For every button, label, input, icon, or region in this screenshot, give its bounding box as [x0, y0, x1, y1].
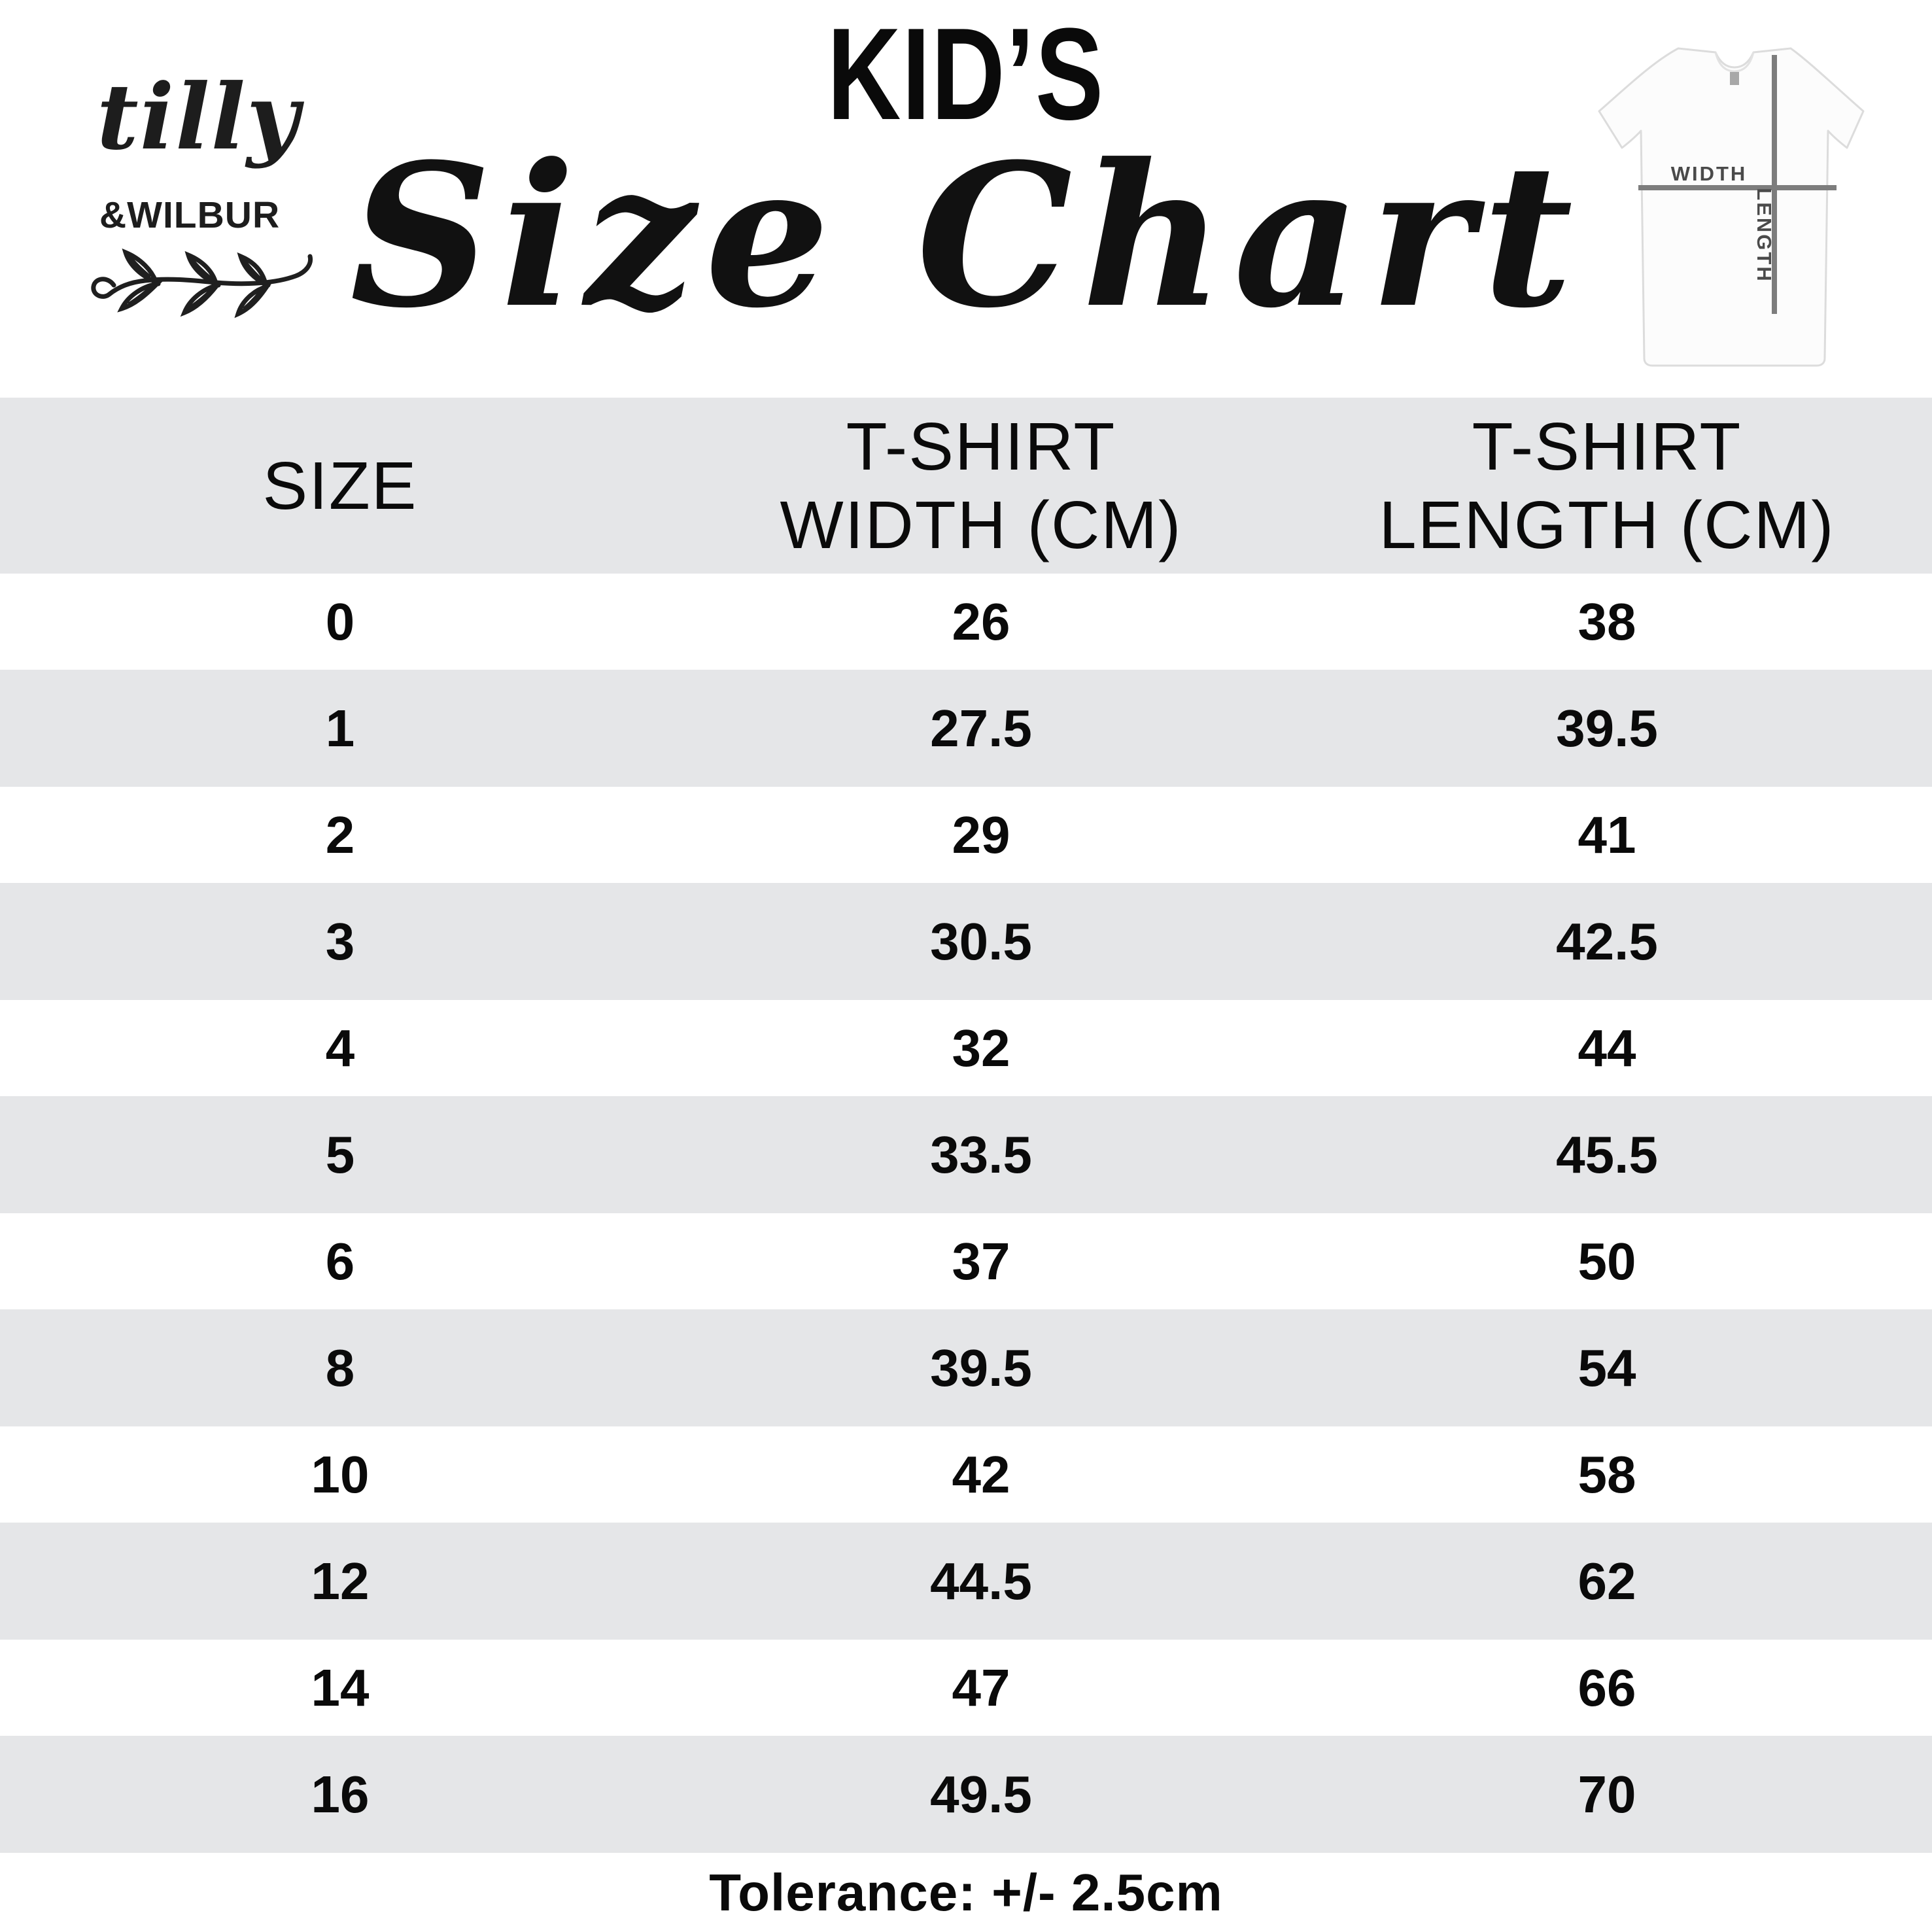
- width-label: WIDTH: [1671, 162, 1748, 185]
- size-cell: 16: [311, 1765, 370, 1823]
- length-cell: 45.5: [1556, 1125, 1658, 1184]
- table-row: 3 30.5 42.5: [0, 883, 1932, 1000]
- length-cell: 38: [1578, 592, 1636, 651]
- size-cell: 0: [325, 592, 355, 651]
- table-row: 4 32 44: [0, 1000, 1932, 1096]
- size-cell: 4: [325, 1018, 355, 1077]
- table-header-row: SIZE T-SHIRT WIDTH (CM) T-SHIRT LENGTH (CM): [0, 398, 1932, 574]
- table-row: 16 49.5 70: [0, 1736, 1932, 1853]
- size-cell: 1: [325, 699, 355, 757]
- tshirt-shape: [1598, 47, 1865, 367]
- table-row: 0 26 38: [0, 574, 1932, 670]
- header-cell: T-SHIRT WIDTH (CM): [780, 409, 1182, 562]
- table-body: 0 26 38 1 27.5 39.5 2 29 41 3 30.5 42.5 4 32 44 5 33.5 45…: [0, 574, 1932, 1853]
- size-cell: 2: [325, 805, 355, 864]
- length-cell: 41: [1578, 805, 1636, 864]
- size-cell: 5: [325, 1125, 355, 1184]
- table-row: 12 44.5 62: [0, 1523, 1932, 1640]
- table-row: 10 42 58: [0, 1426, 1932, 1523]
- width-cell: 47: [952, 1658, 1010, 1717]
- page-kicker: KID’S: [0, 9, 1932, 140]
- length-cell: 62: [1578, 1551, 1636, 1610]
- table-row: 5 33.5 45.5: [0, 1096, 1932, 1213]
- length-cell: 66: [1578, 1658, 1636, 1717]
- length-cell: 50: [1578, 1232, 1636, 1290]
- width-cell: 49.5: [930, 1765, 1032, 1823]
- table-row: 6 37 50: [0, 1213, 1932, 1309]
- collar-line: [1714, 52, 1755, 73]
- width-cell: 26: [952, 592, 1010, 651]
- size-cell: 8: [325, 1338, 355, 1397]
- page-title: Size Chart: [349, 120, 1583, 351]
- size-table: SIZE T-SHIRT WIDTH (CM) T-SHIRT LENGTH (CM) …: [0, 398, 1932, 1853]
- length-cell: 58: [1578, 1445, 1636, 1504]
- table-row: 1 27.5 39.5: [0, 670, 1932, 787]
- tshirt-diagram: WIDTH LENGTH: [1598, 47, 1865, 367]
- width-cell: 39.5: [930, 1338, 1032, 1397]
- header-cell: T-SHIRT LENGTH (CM): [1379, 409, 1835, 562]
- tolerance-note: Tolerance: +/- 2.5cm: [709, 1863, 1223, 1922]
- length-cell: 54: [1578, 1338, 1636, 1397]
- length-cell: 70: [1578, 1765, 1636, 1823]
- table-row: 2 29 41: [0, 787, 1932, 883]
- width-cell: 44.5: [930, 1551, 1032, 1610]
- size-cell: 10: [311, 1445, 370, 1504]
- width-cell: 37: [952, 1232, 1010, 1290]
- size-cell: 3: [325, 912, 355, 971]
- neck-label: [1730, 72, 1739, 85]
- brand-name-script: tilly: [97, 63, 301, 170]
- length-cell: 42.5: [1556, 912, 1658, 971]
- brand-name-caps: &WILBUR: [99, 194, 281, 236]
- table-row: 14 47 66: [0, 1640, 1932, 1736]
- header-cell: SIZE: [262, 447, 418, 523]
- width-cell: 33.5: [930, 1125, 1032, 1184]
- length-cell: 44: [1578, 1018, 1636, 1077]
- size-cell: 14: [311, 1658, 370, 1717]
- brand-logo: tilly &WILBUR: [85, 72, 347, 334]
- length-cell: 39.5: [1556, 699, 1658, 757]
- width-cell: 27.5: [930, 699, 1032, 757]
- width-cell: 30.5: [930, 912, 1032, 971]
- table-row: 8 39.5 54: [0, 1309, 1932, 1426]
- size-cell: 6: [325, 1232, 355, 1290]
- length-label: LENGTH: [1753, 188, 1776, 283]
- width-cell: 42: [952, 1445, 1010, 1504]
- laurel-branch-icon: [91, 248, 313, 319]
- size-cell: 12: [311, 1551, 370, 1610]
- kicker-text: KID’S: [827, 1, 1105, 147]
- width-cell: 29: [952, 805, 1010, 864]
- width-cell: 32: [952, 1018, 1010, 1077]
